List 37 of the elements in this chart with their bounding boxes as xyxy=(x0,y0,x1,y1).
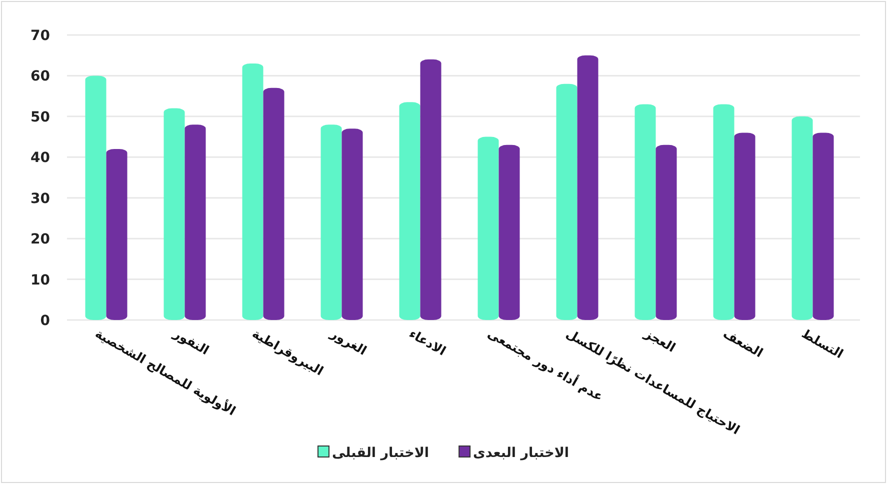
y-tick-label: 50 xyxy=(30,109,50,126)
x-tick-label: الادعاء xyxy=(406,326,449,358)
bar xyxy=(812,132,834,320)
bar xyxy=(263,88,284,320)
bar xyxy=(242,64,264,320)
bar xyxy=(399,102,420,320)
bar xyxy=(734,132,756,320)
y-tick-label: 30 xyxy=(30,190,50,207)
y-tick-label: 70 xyxy=(30,28,50,44)
bar xyxy=(106,149,128,320)
x-tick-label: البيروقراطية xyxy=(249,326,326,380)
bar xyxy=(320,124,342,320)
x-tick-label: النفور xyxy=(170,325,212,359)
legend-label: الاختبار البعدى xyxy=(473,445,570,461)
y-tick-label: 10 xyxy=(30,272,50,288)
x-tick-label: العجز xyxy=(640,325,678,356)
bar xyxy=(498,144,520,320)
x-tick-label: التسلط xyxy=(799,326,846,362)
bar xyxy=(342,128,363,320)
bar xyxy=(577,55,598,320)
y-tick-label: 60 xyxy=(30,68,50,85)
bar xyxy=(556,84,578,320)
bar xyxy=(656,144,677,320)
y-tick-label: 20 xyxy=(30,232,50,248)
bar xyxy=(478,136,499,320)
legend-label: الاختبار القبلى xyxy=(332,445,430,461)
bar xyxy=(85,76,106,320)
bar xyxy=(634,104,656,320)
bar xyxy=(164,108,185,320)
bar xyxy=(184,124,206,320)
y-tick-label: 0 xyxy=(40,313,50,329)
y-tick-label: 40 xyxy=(30,150,50,166)
x-tick-label: الضعف xyxy=(720,326,766,360)
x-tick-label: الغرور xyxy=(326,325,370,359)
bar xyxy=(420,59,442,320)
bar xyxy=(792,116,813,320)
bar xyxy=(713,104,734,320)
